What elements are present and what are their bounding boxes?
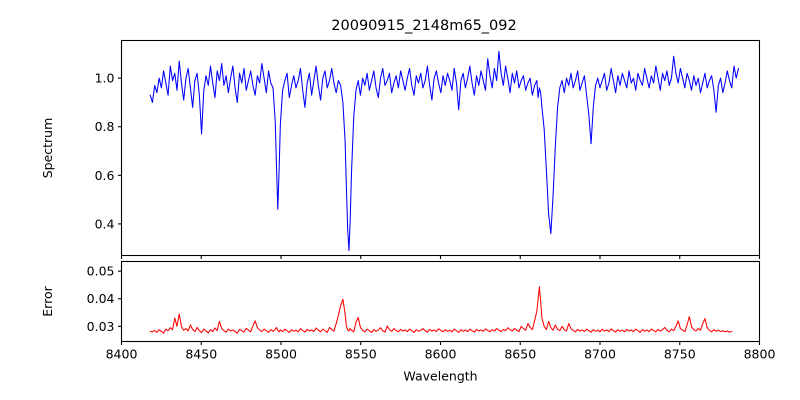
x-tick-label: 8700 xyxy=(584,347,616,362)
x-tick-label: 8600 xyxy=(425,347,457,362)
x-tick-label: 8550 xyxy=(345,347,377,362)
figure-title: 20090915_2148m65_092 xyxy=(331,18,516,34)
x-tick-label: 8400 xyxy=(106,347,138,362)
error-tick-labels: 0.03 0.04 0.05 8400 8450 8500 8550 8600 8650 8700… xyxy=(87,264,776,362)
y-tick-label: 0.6 xyxy=(95,168,115,183)
error-tick-marks xyxy=(118,270,761,345)
error-line xyxy=(149,286,733,334)
x-tick-label: 8500 xyxy=(265,347,297,362)
error-y-axis-label: Error xyxy=(40,285,55,316)
spectrum-tick-labels: 0.4 0.6 0.8 1.0 xyxy=(95,71,115,232)
x-axis-label: Wavelength xyxy=(403,369,477,384)
x-tick-label: 8750 xyxy=(664,347,696,362)
error-panel: 0.03 0.04 0.05 8400 8450 8500 8550 8600 8650 8700… xyxy=(40,260,776,384)
spectrum-axes-frame xyxy=(120,39,761,257)
spectrum-panel: 0.4 0.6 0.8 1.0 Spectrum xyxy=(40,39,761,259)
error-axes-frame xyxy=(120,260,761,343)
x-tick-label: 8800 xyxy=(744,347,776,362)
x-tick-label: 8650 xyxy=(504,347,536,362)
spectrum-line xyxy=(149,50,739,252)
y-tick-label: 1.0 xyxy=(95,71,115,86)
y-tick-label: 0.05 xyxy=(87,264,115,279)
y-tick-label: 0.8 xyxy=(95,119,115,134)
spectrum-tick-marks xyxy=(118,77,761,259)
spectrum-y-axis-label: Spectrum xyxy=(40,118,55,179)
x-tick-label: 8450 xyxy=(185,347,217,362)
y-tick-label: 0.03 xyxy=(87,319,115,334)
y-tick-label: 0.04 xyxy=(87,291,115,306)
y-tick-label: 0.4 xyxy=(95,216,115,231)
